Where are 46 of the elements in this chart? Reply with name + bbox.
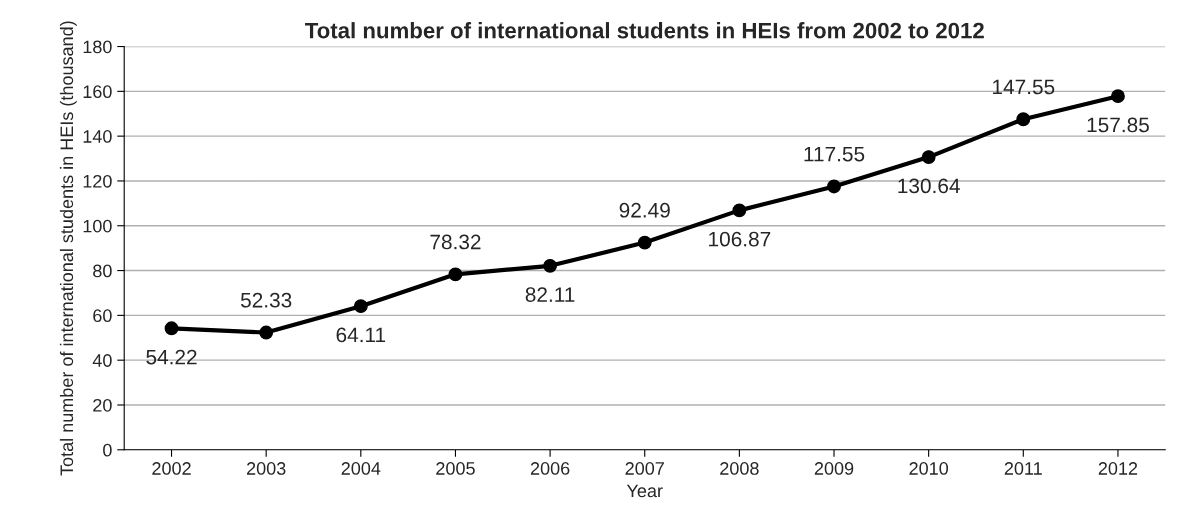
y-tick-label: 100 [83, 219, 112, 233]
y-tick-label: 80 [93, 264, 112, 278]
x-tick-label: 2005 [436, 462, 475, 475]
data-label: 117.55 [804, 146, 865, 162]
data-label: 82.11 [525, 287, 575, 302]
point [353, 299, 368, 314]
x-tick-label: 2007 [625, 462, 664, 475]
x-axis-title: Year [626, 484, 663, 498]
y-tick-label: 0 [103, 443, 112, 457]
data-label: 157.85 [1087, 117, 1149, 133]
x-tick-label: 2011 [1004, 462, 1042, 475]
y-tick-label: 40 [92, 354, 112, 367]
point [1110, 89, 1125, 104]
x-tick-label: 2012 [1098, 462, 1138, 475]
y-tick-label: 120 [83, 174, 112, 188]
point [921, 150, 936, 165]
point [1016, 112, 1031, 127]
x-tick-label: 2004 [341, 462, 381, 475]
x-tick-label: 2006 [530, 462, 570, 475]
point [732, 203, 747, 218]
y-tick-label: 140 [83, 130, 112, 143]
point [259, 325, 274, 340]
data-label: 92.49 [619, 202, 670, 218]
data-label: 52.33 [240, 292, 292, 308]
y-tick-label: 160 [83, 85, 112, 99]
x-tick-label: 2008 [720, 462, 759, 475]
point [448, 267, 463, 282]
y-tick-label: 20 [93, 398, 112, 412]
x-tick-label: 2010 [909, 462, 949, 475]
point [164, 321, 179, 336]
y-tick-label: 60 [93, 309, 112, 323]
x-tick-label: 2003 [247, 462, 286, 475]
chart-title: Total number of international students in HEIs from 2002 to 2012 [305, 22, 984, 39]
x-tick-label: 2002 [152, 462, 191, 475]
data-label: 106.87 [709, 231, 771, 247]
point [827, 179, 841, 194]
x-tick-label: 2009 [814, 462, 854, 475]
point [543, 258, 558, 273]
data-label: 54.22 [146, 349, 197, 365]
data-label: 147.55 [993, 79, 1055, 95]
data-label: 64.11 [336, 327, 386, 343]
y-tick-label: 180 [83, 40, 112, 54]
data-label: 78.32 [430, 234, 481, 250]
data-label: 130.64 [898, 178, 960, 194]
point [637, 235, 652, 250]
y-axis-title: Total number of international students in HEIs (thousand) [59, 21, 77, 476]
